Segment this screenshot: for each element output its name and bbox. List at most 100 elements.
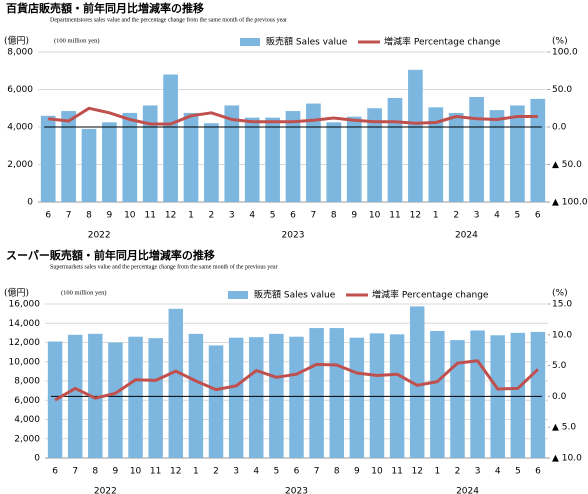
legend-label: 販売額 Sales value [254, 289, 336, 301]
bar [128, 336, 143, 458]
y-axis-label: (億円) [4, 35, 29, 47]
bar [450, 340, 465, 458]
bar [530, 331, 546, 458]
x-tick-label: 12 [410, 211, 421, 221]
x-tick-label: 2 [453, 211, 459, 221]
bar [309, 328, 324, 458]
line [48, 106, 538, 126]
bar [265, 117, 280, 202]
y2-tick-label: 5.0 [552, 361, 567, 371]
line [54, 359, 539, 402]
bar [249, 337, 264, 458]
bar [349, 337, 365, 458]
y-tick-label: 16,000 [9, 300, 41, 310]
x-tick-label: 6 [535, 467, 541, 477]
y2-tick-label: ▲ 50.0 [552, 160, 582, 170]
y2-tick-label: 0.0 [552, 392, 567, 402]
x-tick-label: 6 [45, 211, 51, 221]
x-tick-label: 8 [334, 467, 340, 477]
x-tick-label: 8 [331, 211, 337, 221]
x-group-label: 2023 [285, 487, 308, 494]
bar [102, 122, 117, 202]
legend-swatch [228, 291, 248, 299]
x-tick-label: 8 [86, 211, 92, 221]
bar [285, 111, 301, 202]
bar [387, 97, 403, 202]
y-tick-label: 12,000 [9, 338, 41, 348]
x-tick-label: 12 [411, 467, 422, 477]
bar [409, 306, 425, 458]
x-tick-label: 5 [270, 211, 276, 221]
bar [326, 122, 342, 202]
chart-title: スーパー販売額・前年同月比増減率の推移 [6, 248, 215, 262]
bar [148, 338, 163, 458]
y-tick-label: 8,000 [7, 48, 33, 58]
y-unit-label: (100 million yen) [54, 37, 100, 44]
x-tick-label: 4 [494, 211, 500, 221]
x-tick-label: 5 [515, 467, 521, 477]
bar [168, 308, 184, 458]
bar [289, 336, 304, 458]
bar [489, 110, 505, 202]
x-tick-label: 12 [170, 467, 181, 477]
x-tick-label: 11 [389, 211, 400, 221]
bar [122, 112, 138, 202]
x-tick-label: 10 [369, 211, 381, 221]
x-tick-label: 11 [391, 467, 402, 477]
y2-tick-label: 10.0 [552, 330, 572, 340]
x-tick-label: 9 [107, 211, 113, 221]
legend-swatch [240, 38, 260, 46]
x-tick-label: 2 [213, 467, 219, 477]
y2-tick-label: 100.0 [552, 48, 578, 58]
bar [40, 115, 56, 202]
y2-tick-label: ▲ 100.0 [552, 198, 588, 208]
bar [510, 332, 526, 458]
x-tick-label: 9 [113, 467, 119, 477]
chart-subtitle: Supermarkets sales value and the percent… [50, 263, 278, 270]
bar [61, 111, 76, 202]
bar [224, 105, 240, 202]
x-tick-label: 9 [354, 467, 360, 477]
y2-tick-label: ▲ 5.0 [552, 423, 576, 433]
x-tick-label: 9 [351, 211, 357, 221]
y-tick-label: 0 [34, 454, 40, 464]
x-tick-label: 8 [92, 467, 98, 477]
x-group-label: 2024 [456, 487, 479, 494]
x-tick-label: 3 [475, 467, 481, 477]
x-tick-label: 10 [130, 467, 142, 477]
y-tick-label: 6,000 [7, 85, 33, 95]
bar [448, 112, 464, 202]
x-tick-label: 6 [535, 211, 541, 221]
chart-title: 百貨店販売額・前年同月比増減率の推移 [6, 1, 204, 15]
y-tick-label: 4,000 [7, 123, 33, 133]
x-tick-label: 3 [233, 467, 239, 477]
x-tick-label: 4 [249, 211, 255, 221]
chart-subtitle: Departmentstores sales value and the per… [50, 16, 287, 23]
x-tick-label: 11 [150, 467, 161, 477]
x-tick-label: 6 [294, 467, 300, 477]
x-tick-label: 1 [193, 467, 199, 477]
y-tick-label: 8,000 [14, 377, 40, 387]
y2-tick-label: ▲ 10.0 [552, 454, 582, 464]
legend-label: 増減率 Percentage change [384, 36, 501, 48]
bar [81, 128, 97, 202]
x-tick-label: 2 [209, 211, 215, 221]
bar [244, 117, 260, 202]
bar [142, 105, 158, 202]
x-tick-label: 4 [495, 467, 501, 477]
bar [163, 74, 178, 202]
y-tick-label: 0 [27, 198, 33, 208]
bar [228, 337, 244, 458]
x-group-label: 2023 [282, 231, 305, 241]
x-tick-label: 1 [434, 467, 440, 477]
x-tick-label: 12 [165, 211, 176, 221]
y2-tick-label: 15.0 [552, 300, 572, 310]
x-tick-label: 11 [144, 211, 155, 221]
x-tick-label: 10 [371, 467, 383, 477]
x-tick-label: 6 [52, 467, 58, 477]
legend-label: 増減率 Percentage change [372, 289, 489, 301]
x-tick-label: 7 [72, 467, 78, 477]
